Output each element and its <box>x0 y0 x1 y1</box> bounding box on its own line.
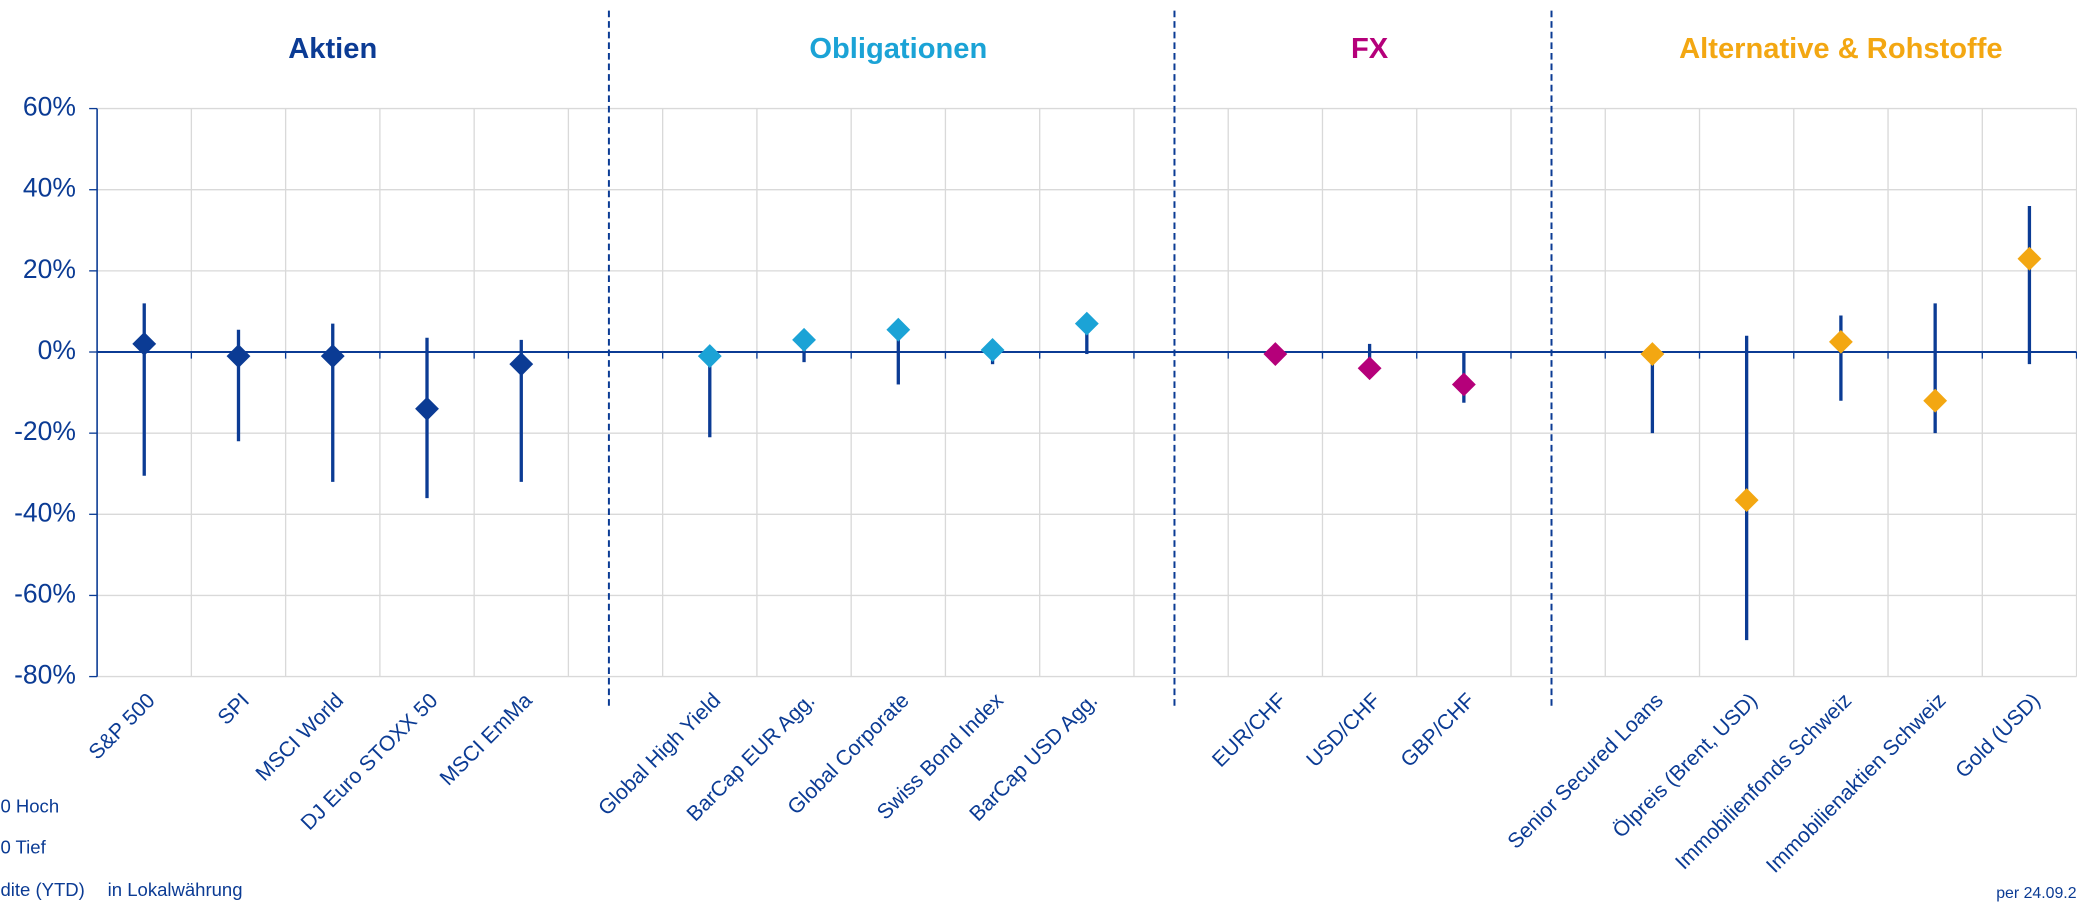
x-tick-label: MSCI World <box>252 689 349 786</box>
ytd-marker <box>886 317 911 342</box>
y-tick-label: 20% <box>23 254 76 284</box>
ytd-marker <box>509 352 534 377</box>
ytd-marker <box>1828 329 1853 354</box>
ytd-marker <box>1923 388 1948 413</box>
ytd-marker <box>1263 342 1288 366</box>
ytd-marker <box>2017 246 2042 271</box>
x-tick-label: S&P 500 <box>85 689 160 764</box>
y-tick-label: 40% <box>23 173 76 203</box>
group-title: Aktien <box>288 33 377 65</box>
x-tick-label: EUR/CHF <box>1208 689 1291 772</box>
ytd-marker <box>697 344 722 368</box>
group-title: FX <box>1351 33 1389 65</box>
x-tick-label: MSCI EmMa <box>436 689 537 790</box>
ytd-marker <box>792 327 816 352</box>
ytd-marker <box>1734 488 1759 513</box>
y-tick-label: -80% <box>14 660 76 690</box>
y-tick-label: 0% <box>38 335 76 365</box>
x-tick-label: Senior Secured Loans <box>1503 689 1667 853</box>
ytd-marker <box>1640 342 1665 366</box>
ytd-marker <box>226 344 251 368</box>
x-tick-label: Immobilienfonds Schweiz <box>1671 689 1856 874</box>
y-tick-label: 60% <box>23 92 76 122</box>
note: in Lokalwährung <box>108 879 243 900</box>
group-title: Alternative & Rohstoffe <box>1679 33 2002 65</box>
ytd-marker <box>415 396 439 421</box>
ytd-marker <box>1357 356 1382 381</box>
legend-low: 0 Tief <box>0 837 46 858</box>
group-title: Obligationen <box>809 33 987 65</box>
ytd-marker <box>1074 311 1099 336</box>
x-tick-label: GBP/CHF <box>1396 689 1479 772</box>
y-tick-label: -60% <box>14 578 76 608</box>
y-tick-label: -20% <box>14 416 76 446</box>
x-tick-label: USD/CHF <box>1302 689 1385 772</box>
legend-high: 0 Hoch <box>0 796 59 817</box>
ytd-marker <box>320 344 345 368</box>
x-tick-label: Gold (USD) <box>1951 689 2045 783</box>
legend-ytd: dite (YTD) <box>0 879 84 900</box>
date-note: per 24.09.2 <box>1996 885 2076 902</box>
ytd-marker <box>1451 372 1476 397</box>
x-tick-label: SPI <box>214 689 254 729</box>
y-tick-label: -40% <box>14 497 76 527</box>
x-tick-label: Immobilienaktien Schweiz <box>1762 689 1951 878</box>
ytd-marker <box>980 338 1005 362</box>
